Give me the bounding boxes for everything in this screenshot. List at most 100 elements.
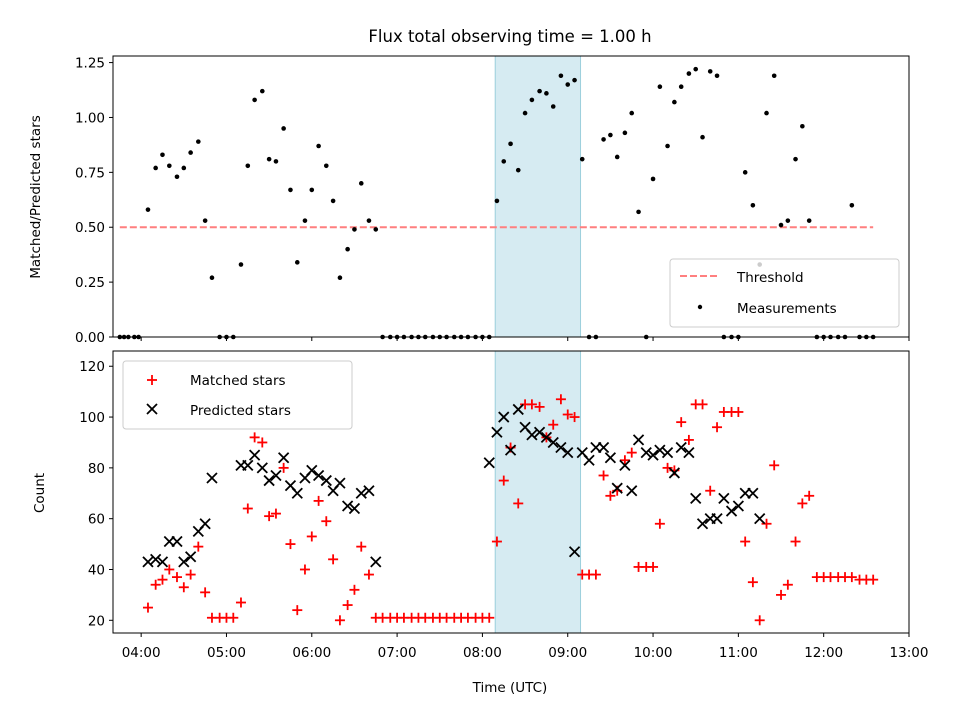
matched-point <box>285 539 296 550</box>
predicted-point <box>334 477 346 489</box>
measurement-point <box>707 69 713 74</box>
predicted-point-b <box>519 421 531 433</box>
matched-point <box>356 541 367 552</box>
measurement-point <box>373 227 379 232</box>
measurement-point <box>750 202 756 208</box>
xtick-label: 04:00 <box>122 645 161 661</box>
measurement-point <box>636 209 641 215</box>
matched-point <box>264 511 275 522</box>
predicted-point <box>604 452 617 464</box>
predicted-point-b <box>334 477 346 489</box>
predicted-point-b <box>711 513 723 525</box>
matched-point <box>747 577 758 588</box>
measurement-point <box>558 73 564 79</box>
predicted-point-b <box>526 429 538 441</box>
matched-point <box>697 399 708 410</box>
matched-point <box>654 518 665 529</box>
matched-point <box>782 579 793 590</box>
measurement-point <box>245 163 251 169</box>
top-legend-frame <box>669 258 900 328</box>
predicted-point <box>675 441 687 454</box>
bottom-panel: 20 40 60 80 100 120 04:00 05:00 06:00 07:00 08:00 0… <box>79 350 929 661</box>
measurement-point <box>529 97 535 103</box>
matched-point <box>769 460 780 471</box>
matched-point <box>484 612 495 623</box>
measurement-point <box>174 174 180 180</box>
measurement-point <box>209 275 215 281</box>
matched-point <box>555 394 566 405</box>
predicted-point-b <box>270 469 282 482</box>
matched-point <box>712 422 723 433</box>
predicted-point-b <box>576 446 588 459</box>
measurement-point <box>565 82 571 87</box>
predicted-point <box>348 502 361 515</box>
predicted-point <box>683 446 695 459</box>
legend-matched-label: Matched stars <box>190 373 286 389</box>
predicted-point-b <box>171 535 183 548</box>
matched-point <box>676 417 687 428</box>
xtick-label: 13:00 <box>890 645 929 661</box>
matched-point <box>306 531 317 542</box>
predicted-point-b <box>626 485 638 497</box>
legend-predicted-label: Predicted stars <box>190 403 291 419</box>
predicted-point-b <box>718 492 730 504</box>
predicted-point-b <box>604 452 617 464</box>
predicted-point <box>178 556 190 568</box>
matched-point <box>619 455 630 466</box>
measurement-point <box>273 159 279 164</box>
predicted-point <box>732 500 745 512</box>
measurement-point <box>714 73 720 79</box>
xtick-label: 05:00 <box>207 645 246 661</box>
matched-point <box>705 485 716 496</box>
predicted-point <box>754 513 766 525</box>
matched-point <box>178 582 189 593</box>
xtick-label: 10:00 <box>634 645 673 661</box>
xtick-label: 08:00 <box>463 645 502 661</box>
matched-point <box>598 470 609 481</box>
measurement-point <box>153 165 158 171</box>
predicted-point <box>341 500 354 512</box>
predicted-point <box>150 553 162 565</box>
matched-point <box>270 508 281 519</box>
predicted-point <box>562 446 574 459</box>
matched-point <box>683 434 694 445</box>
predicted-point <box>355 487 367 499</box>
xtick-label: 09:00 <box>548 645 587 661</box>
predicted-point <box>640 446 652 459</box>
measurement-point <box>550 104 556 109</box>
predicted-point <box>647 449 659 461</box>
matched-point <box>249 432 260 443</box>
predicted-point <box>696 518 709 530</box>
bottom-ytick-label: 60 <box>88 512 105 528</box>
bottom-ytick-label: 100 <box>79 410 105 426</box>
predicted-point <box>512 403 524 416</box>
measurement-point <box>494 198 500 204</box>
xtick-label: 12:00 <box>804 645 843 661</box>
predicted-point-b <box>619 459 631 471</box>
bottom-axes-frame <box>112 350 910 634</box>
predicted-point-b <box>312 469 325 482</box>
measurement-point <box>806 218 812 223</box>
matched-point <box>662 462 673 473</box>
measurement-point <box>260 88 265 94</box>
matched-point <box>363 569 374 580</box>
matched-point <box>257 437 268 448</box>
predicted-point <box>555 441 567 454</box>
predicted-point <box>533 426 546 438</box>
matched-point <box>171 572 182 583</box>
predicted-point <box>320 474 332 487</box>
top-legend: Threshold Measurements <box>669 258 900 328</box>
measurement-point <box>316 143 321 149</box>
matched-point <box>548 419 559 430</box>
predicted-point <box>690 492 702 504</box>
measurement-point <box>764 110 769 116</box>
measurement-point <box>849 202 855 208</box>
measurement-point <box>160 152 165 158</box>
predicted-point <box>568 546 581 558</box>
matched-point <box>185 569 196 580</box>
predicted-point <box>498 411 510 423</box>
measurement-point <box>793 156 798 162</box>
predicted-point <box>626 485 638 497</box>
matched-point <box>235 597 246 608</box>
measurement-point <box>693 66 699 72</box>
